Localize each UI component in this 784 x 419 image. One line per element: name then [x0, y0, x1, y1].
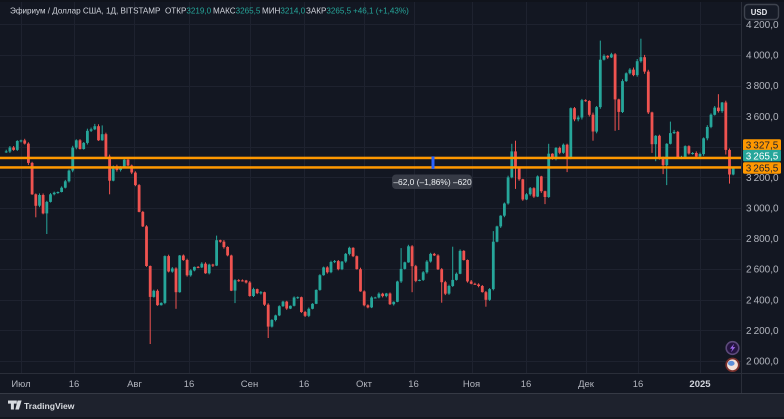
svg-text:Авг: Авг	[127, 379, 142, 390]
svg-text:Дек: Дек	[578, 379, 595, 390]
svg-text:16: 16	[633, 379, 644, 390]
svg-text:ЗАКР3265,5: ЗАКР3265,5	[306, 6, 352, 15]
svg-text:16: 16	[521, 379, 532, 390]
svg-text:Ноя: Ноя	[463, 379, 480, 390]
svg-text:Эфириум / Доллар США, 1Д, BITS: Эфириум / Доллар США, 1Д, BITSTAMP	[10, 6, 160, 15]
svg-text:3 265,5: 3 265,5	[746, 164, 779, 175]
svg-text:3 327,5: 3 327,5	[746, 141, 779, 152]
svg-text:4 200,0: 4 200,0	[746, 20, 779, 31]
svg-text:2 200,0: 2 200,0	[746, 326, 779, 337]
svg-text:МИН3214,0: МИН3214,0	[262, 6, 306, 15]
svg-text:–62,0 (–1,86%) –620: –62,0 (–1,86%) –620	[393, 177, 472, 187]
svg-text:3 600,0: 3 600,0	[746, 112, 779, 123]
svg-text:+46,1 (+1,43%): +46,1 (+1,43%)	[353, 6, 409, 15]
svg-text:USD: USD	[751, 8, 768, 17]
svg-text:16: 16	[299, 379, 310, 390]
svg-text:3 800,0: 3 800,0	[746, 81, 779, 92]
svg-text:3 200,0: 3 200,0	[746, 173, 779, 184]
svg-text:2 600,0: 2 600,0	[746, 265, 779, 276]
svg-text:Сен: Сен	[241, 379, 258, 390]
svg-text:Июл: Июл	[11, 379, 30, 390]
svg-text:3 265,5: 3 265,5	[746, 151, 779, 162]
svg-text:МАКС3265,5: МАКС3265,5	[213, 6, 261, 15]
svg-text:16: 16	[408, 379, 419, 390]
svg-text:16: 16	[184, 379, 195, 390]
svg-text:3 000,0: 3 000,0	[746, 204, 779, 215]
svg-text:2 000,0: 2 000,0	[746, 357, 779, 368]
svg-text:2 800,0: 2 800,0	[746, 234, 779, 245]
svg-text:2025: 2025	[689, 379, 711, 390]
svg-text:16: 16	[69, 379, 80, 390]
svg-text:Окт: Окт	[356, 379, 373, 390]
svg-text:2 400,0: 2 400,0	[746, 295, 779, 306]
svg-text:ОТКР3219,0: ОТКР3219,0	[165, 6, 212, 15]
svg-text:TradingView: TradingView	[24, 401, 75, 411]
svg-text:4 000,0: 4 000,0	[746, 51, 779, 62]
